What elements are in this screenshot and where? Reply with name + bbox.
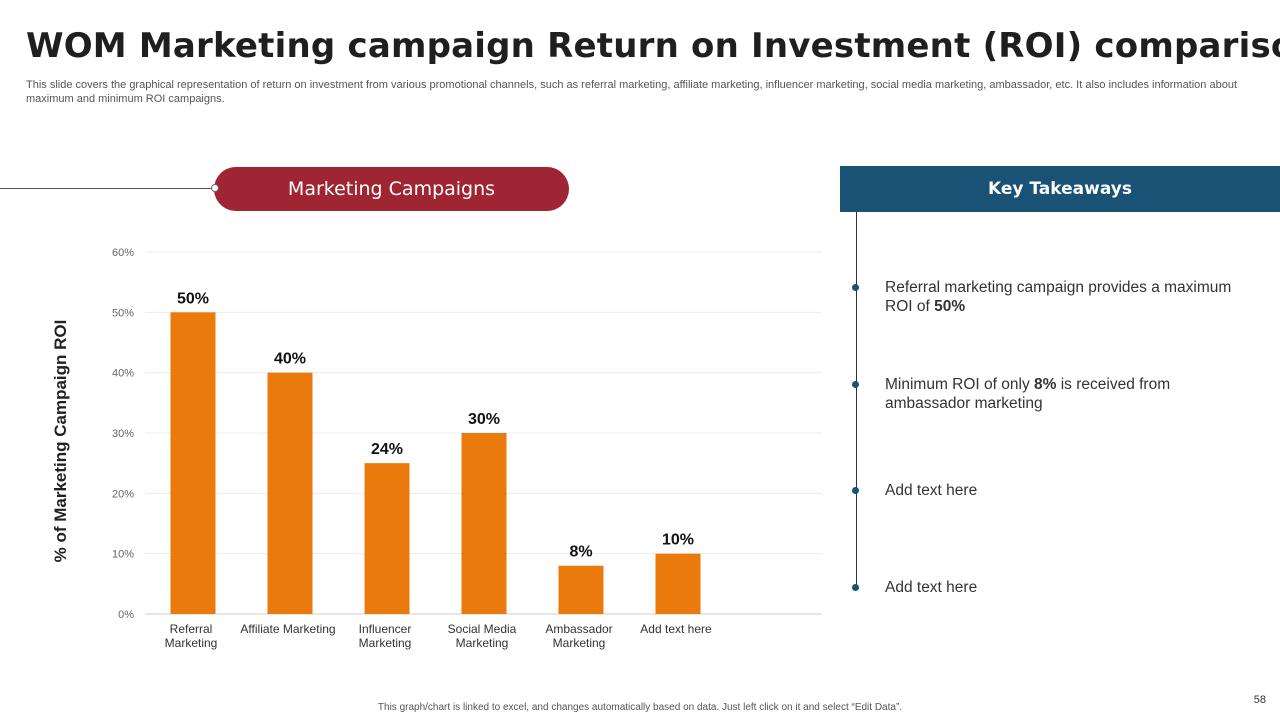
bullet-dot <box>852 584 859 591</box>
x-tick-label: Add text here <box>640 622 712 636</box>
connector-line <box>0 188 216 189</box>
x-tick-label: Referral <box>170 622 213 636</box>
bar <box>170 312 216 614</box>
y-axis-title: % of Marketing Campaign ROI <box>51 320 70 563</box>
x-tick-label: Marketing <box>456 636 509 650</box>
x-tick-label: Marketing <box>165 636 218 650</box>
bar <box>558 565 604 614</box>
section-label: Marketing Campaigns <box>287 178 496 200</box>
data-label: 40% <box>274 351 306 368</box>
y-tick-label: 10% <box>112 549 134 561</box>
data-label: 10% <box>662 532 694 549</box>
y-tick-label: 60% <box>112 247 134 259</box>
x-tick-label: Marketing <box>359 636 412 650</box>
key-takeaways-title: Key Takeaways <box>988 179 1132 199</box>
x-tick-label: Ambassador <box>545 622 612 636</box>
page-number: 58 <box>1253 694 1266 706</box>
roi-bar-chart: 0% 10% 20% 30% 40% 50% 60% % of Marketing Campa… <box>51 247 822 650</box>
takeaway-item-max-roi: Referral marketing campaign provides a m… <box>852 278 1255 316</box>
data-label: 8% <box>569 544 592 561</box>
bullet-dot <box>852 487 859 494</box>
y-tick-label: 20% <box>112 488 134 500</box>
x-tick-label: Social Media <box>448 622 517 636</box>
data-label: 30% <box>468 411 500 428</box>
slide-subtitle: This slide covers the graphical represen… <box>26 79 1237 105</box>
bar <box>364 463 410 614</box>
x-tick-label: Affiliate Marketing <box>240 622 335 636</box>
footer-note: This graph/chart is linked to excel, and… <box>377 702 903 713</box>
y-tick-label: 0% <box>118 609 134 621</box>
bullet-dot <box>852 381 859 388</box>
y-tick-label: 50% <box>112 307 134 319</box>
takeaway-item-3: Add text here <box>852 481 1255 500</box>
connector-dot <box>211 184 219 192</box>
bar <box>655 553 701 614</box>
x-tick-label: Influencer <box>359 622 412 636</box>
bullet-dot <box>852 284 859 291</box>
x-tick-label: Marketing <box>553 636 606 650</box>
key-takeaways-header: Key Takeaways <box>840 166 1280 212</box>
section-pill: Marketing Campaigns <box>214 167 569 211</box>
data-label: 24% <box>371 441 403 458</box>
bar <box>461 433 507 614</box>
takeaways-timeline <box>856 212 857 586</box>
takeaway-item-4: Add text here <box>852 578 1255 597</box>
slide-title: WOM Marketing campaign Return on Investm… <box>26 26 1280 66</box>
takeaway-item-min-roi: Minimum ROI of only 8% is received from … <box>852 375 1255 413</box>
y-tick-label: 40% <box>112 368 134 380</box>
data-label: 50% <box>177 290 209 307</box>
y-tick-label: 30% <box>112 428 134 440</box>
bar <box>267 372 313 614</box>
